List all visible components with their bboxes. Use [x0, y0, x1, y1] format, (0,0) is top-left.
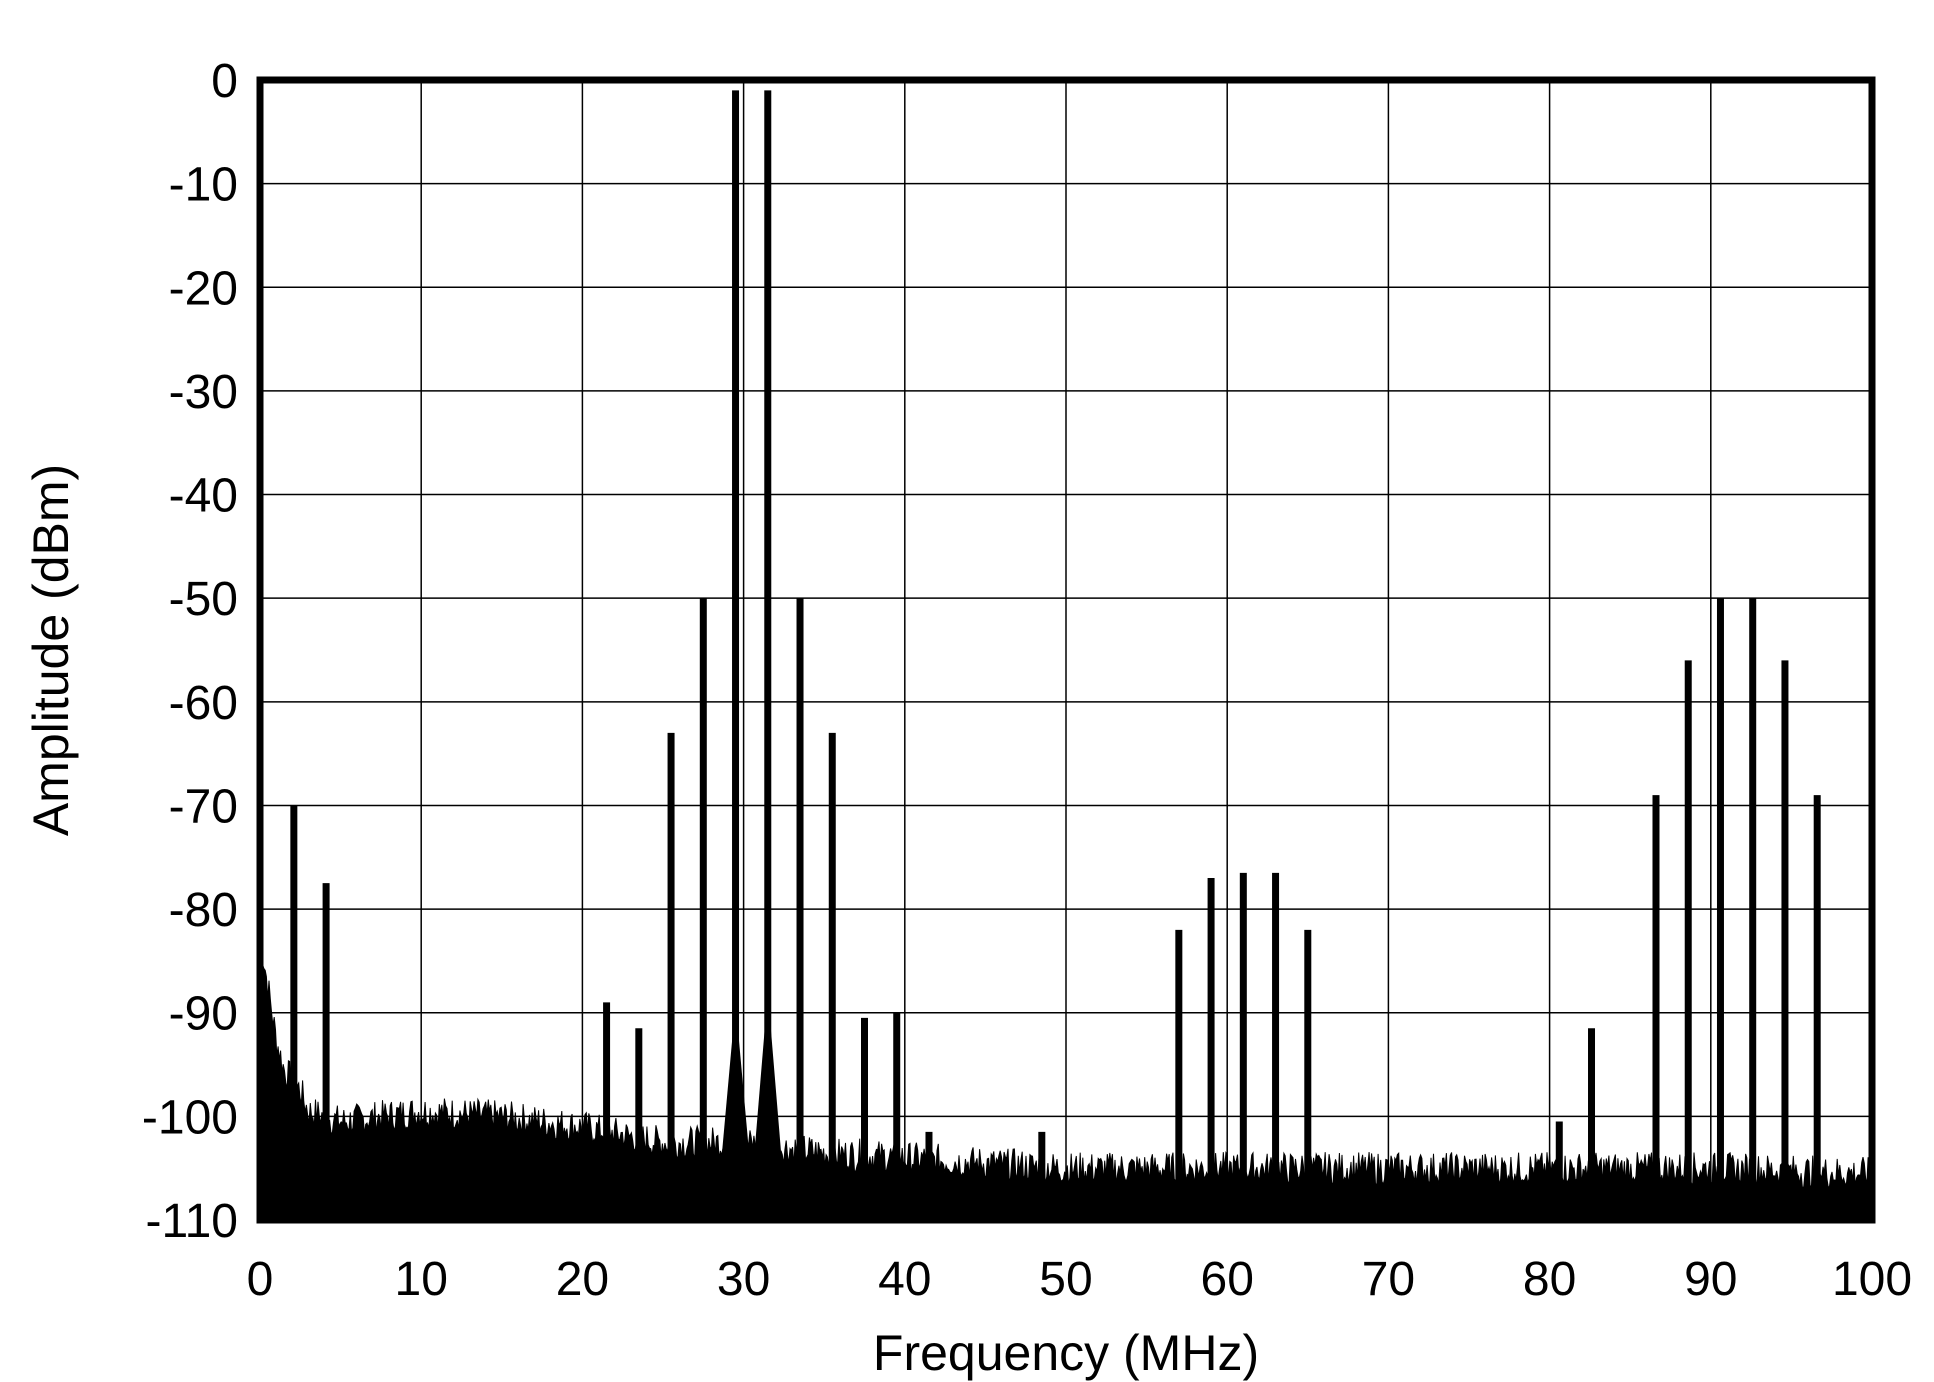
- x-tick-label: 40: [878, 1253, 931, 1306]
- x-axis-title: Frequency (MHz): [873, 1325, 1259, 1381]
- x-tick-label: 50: [1039, 1253, 1092, 1306]
- y-tick-label: -50: [169, 573, 238, 626]
- y-tick-label: -110: [145, 1195, 238, 1248]
- y-tick-label: -30: [169, 366, 238, 419]
- noise-floor-area: [259, 935, 1873, 1221]
- y-tick-labels: 0 -10 -20 -30 -40 -50 -60 -70 -80 -90 -100 -110: [142, 55, 238, 1248]
- plot-frame: [256, 76, 1876, 1224]
- x-tick-labels: 0 10 20 30 40 50 60 70 80 90 100: [247, 1253, 1912, 1306]
- y-tick-label: -90: [169, 988, 238, 1041]
- y-tick-label: -20: [169, 262, 238, 315]
- x-tick-label: 70: [1362, 1253, 1415, 1306]
- y-tick-label: -60: [169, 677, 238, 730]
- x-tick-label: 10: [395, 1253, 448, 1306]
- x-tick-label: 0: [247, 1253, 274, 1306]
- y-tick-label: -10: [169, 159, 238, 212]
- y-tick-label: -80: [169, 884, 238, 937]
- y-tick-label: -70: [169, 780, 238, 833]
- x-tick-label: 80: [1523, 1253, 1576, 1306]
- x-tick-label: 100: [1832, 1253, 1912, 1306]
- y-tick-label: -100: [142, 1091, 238, 1144]
- y-tick-label: 0: [211, 55, 238, 108]
- x-tick-label: 30: [717, 1253, 770, 1306]
- x-tick-label: 20: [556, 1253, 609, 1306]
- y-axis-title: Amplitude (dBm): [23, 464, 79, 836]
- x-tick-label: 90: [1684, 1253, 1737, 1306]
- x-tick-label: 60: [1201, 1253, 1254, 1306]
- spurs: [290, 90, 1821, 1220]
- y-tick-label: -40: [169, 470, 238, 523]
